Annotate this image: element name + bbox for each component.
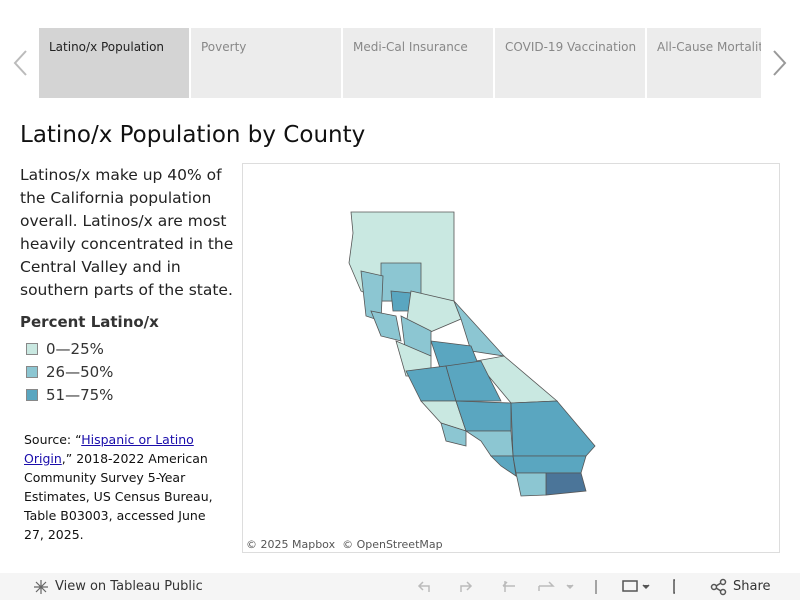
legend-swatch — [26, 388, 38, 401]
legend-item: 76—100% — [20, 406, 220, 412]
legend-item: 51—75% — [20, 383, 220, 406]
next-arrow[interactable] — [768, 48, 790, 78]
share[interactable]: Share — [733, 579, 771, 594]
source-link[interactable]: Hispanic or Latino Origin — [24, 432, 194, 466]
legend-swatch — [26, 342, 38, 355]
map-panel: © 2025 Mapbox © OpenStreetMap — [242, 163, 780, 553]
tab[interactable]: Medi-Cal Insurance — [343, 28, 493, 98]
toolbar-icons[interactable] — [415, 577, 675, 597]
tab-bar: Latino/x Population Poverty Medi-Cal Insur… — [0, 0, 761, 100]
tab[interactable]: Latino/x Population — [39, 28, 189, 98]
title: Latino/x Population by County — [20, 122, 366, 148]
tab[interactable]: All-Cause Mortality — [647, 28, 761, 98]
share-icon[interactable] — [710, 578, 728, 596]
source-prefix: Source: “ — [24, 432, 82, 447]
legend-swatch — [26, 365, 38, 378]
legend-label: 26—50% — [46, 362, 114, 381]
legend-item: 0—25% — [20, 337, 220, 360]
description: Latinos/x make up 40% of the California … — [20, 166, 234, 299]
prev-arrow[interactable] — [10, 48, 32, 78]
tableau-icon — [34, 580, 48, 594]
legend-label: 76—100% — [46, 409, 123, 413]
source: Source: “Hispanic or Latino Origin,” 201… — [24, 430, 229, 544]
tab[interactable]: COVID-19 Vaccination — [495, 28, 645, 98]
legend-label: 0—25% — [46, 339, 104, 358]
toolbar: View on Tableau Public Share — [0, 573, 800, 600]
map[interactable] — [243, 164, 779, 552]
legend: 0—25% 26—50% 51—75% 76—100% — [20, 337, 220, 412]
legend-item: 26—50% — [20, 360, 220, 383]
legend-swatch — [26, 411, 38, 412]
view-on-tableau[interactable]: View on Tableau Public — [55, 579, 203, 594]
legend-title: Percent Latino/x — [20, 313, 159, 331]
map-attribution: © 2025 Mapbox © OpenStreetMap — [246, 538, 443, 551]
legend-label: 51—75% — [46, 385, 114, 404]
tab[interactable]: Poverty — [191, 28, 341, 98]
source-suffix: ,” 2018-2022 American Community Survey 5… — [24, 451, 213, 542]
